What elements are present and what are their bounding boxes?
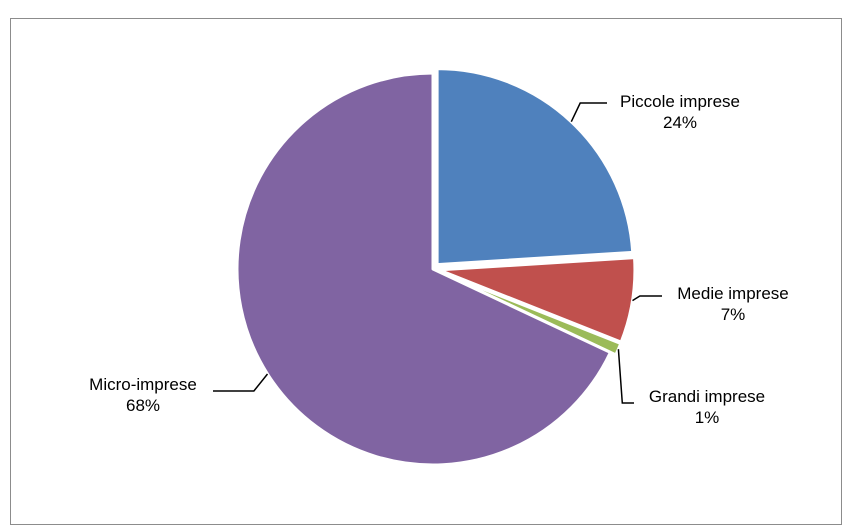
leader-line-grandi [617, 349, 634, 404]
slice-label-micro: Micro-imprese [89, 375, 197, 394]
leader-line-piccole [570, 102, 607, 123]
leader-line-medie [632, 295, 662, 302]
slice-percent-micro: 68% [126, 396, 160, 415]
slice-percent-medie: 7% [721, 305, 746, 324]
leader-line-micro [213, 373, 269, 392]
slice-percent-piccole: 24% [663, 113, 697, 132]
slice-label-grandi: Grandi imprese [649, 387, 765, 406]
slice-label-piccole: Piccole imprese [620, 92, 740, 111]
slice-label-medie: Medie imprese [677, 284, 789, 303]
pie-slice-piccole [435, 67, 635, 267]
slice-percent-grandi: 1% [695, 408, 720, 427]
